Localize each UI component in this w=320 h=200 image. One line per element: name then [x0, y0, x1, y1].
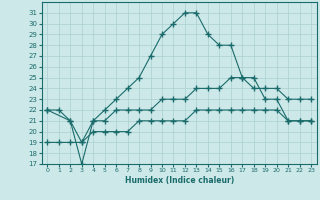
- X-axis label: Humidex (Indice chaleur): Humidex (Indice chaleur): [124, 176, 234, 185]
